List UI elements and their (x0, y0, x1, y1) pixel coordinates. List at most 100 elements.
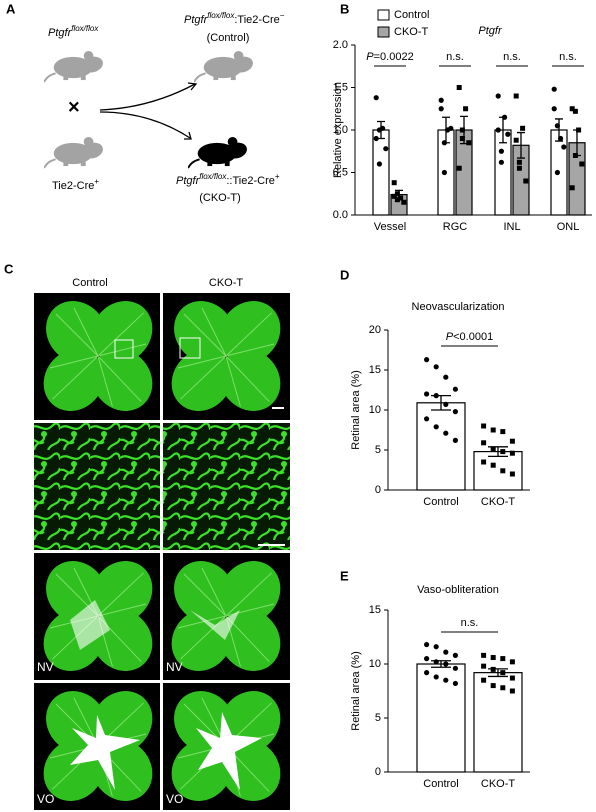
nv-overlay (70, 600, 240, 650)
data-point (498, 159, 504, 165)
data-point (509, 438, 515, 444)
data-point (561, 144, 567, 150)
data-point (500, 468, 506, 474)
data-point (490, 446, 496, 452)
data-point (481, 423, 487, 429)
y-tick-label: 2.0 (333, 39, 348, 51)
bar (372, 129, 390, 216)
y-tick-label: 5 (375, 444, 381, 456)
legend-label: CKO-T (394, 26, 429, 38)
column-label: Control (72, 277, 107, 289)
data-point (498, 148, 504, 154)
p-symbol: P (446, 331, 454, 343)
data-point (516, 159, 522, 165)
data-point (373, 135, 379, 142)
x-tick-label: CKO-T (481, 496, 516, 508)
data-point (495, 93, 501, 99)
chart-title: Neovascularization (412, 301, 505, 313)
data-point (490, 462, 496, 468)
data-point (500, 449, 506, 455)
y-axis-label: Retinal area (%) (350, 370, 362, 449)
x-tick-label: CKO-T (481, 778, 516, 790)
error-bar (499, 116, 507, 144)
y-tick-label: 20 (369, 324, 381, 336)
data-point (456, 165, 462, 171)
data-point (443, 430, 449, 436)
data-point (424, 391, 430, 397)
data-point (391, 180, 397, 186)
error-bar (442, 116, 450, 144)
data-point (433, 424, 439, 430)
error-bar (431, 394, 451, 411)
chart-title: Vaso-obliteration (417, 584, 499, 596)
y-tick-label: 0.0 (333, 209, 348, 221)
y-tick-label: 1.0 (333, 124, 348, 136)
error-bar (555, 118, 563, 142)
data-point (509, 450, 515, 456)
data-point (516, 165, 522, 171)
data-point (481, 459, 487, 465)
micrograph-grid: NV NV VO VO (34, 293, 290, 810)
data-point (490, 427, 496, 433)
data-point (438, 97, 444, 103)
p-text: n.s. (503, 51, 521, 63)
data-point (500, 656, 506, 662)
p-text: n.s. (559, 51, 577, 63)
data-point (394, 191, 400, 197)
data-point (433, 644, 439, 650)
x-tick-label: Control (423, 496, 458, 508)
data-point (569, 185, 575, 191)
y-axis-label: Relative expression (332, 82, 344, 178)
arrow-head (187, 82, 198, 91)
data-point (495, 127, 501, 133)
control-label: (Control) (207, 32, 250, 44)
panel-letter: C (4, 261, 14, 276)
y-tick-label: 1.5 (333, 81, 348, 93)
data-point (481, 663, 487, 669)
chart-title: Ptgfr (478, 25, 503, 37)
control-genotype: Ptgfrflox/flox:Tie2-Cre− (184, 11, 285, 26)
data-point (443, 401, 449, 407)
data-point (500, 429, 506, 435)
panel-letter: E (340, 568, 349, 583)
data-point (579, 161, 585, 167)
data-point (554, 169, 561, 176)
panel-letter: B (340, 1, 349, 16)
y-tick-label: 5 (375, 712, 381, 724)
micrograph (163, 423, 290, 550)
p-text: <0.0001 (453, 331, 493, 343)
bar (473, 672, 523, 773)
mouse-icon (188, 136, 250, 169)
significance-label: P=0.0022 (366, 51, 413, 63)
data-point (572, 108, 578, 114)
parent1-label: Ptgfrflox/flox (48, 24, 99, 39)
panel-letter: A (6, 1, 16, 16)
data-point (551, 86, 557, 92)
data-point (456, 85, 462, 90)
data-point (441, 169, 447, 176)
mouse-icon (194, 50, 256, 83)
bar (416, 402, 466, 491)
data-point (509, 659, 515, 665)
data-point (424, 641, 430, 648)
data-point (424, 670, 430, 676)
y-axis-label: Retinal area (%) (350, 651, 362, 730)
y-tick-label: 0 (375, 484, 381, 496)
data-point (569, 106, 575, 112)
data-point (443, 374, 449, 380)
data-point (459, 127, 465, 133)
vo-region (196, 712, 262, 790)
error-bar (377, 120, 385, 140)
data-point (481, 652, 487, 658)
data-point (520, 125, 526, 131)
data-point (452, 409, 458, 415)
error-bar (488, 446, 508, 458)
y-tick-label: 0 (375, 766, 381, 778)
y-tick-label: 10 (369, 404, 381, 416)
x-tick-label: Vessel (374, 221, 406, 233)
error-bar (517, 131, 525, 159)
data-point (509, 688, 515, 694)
data-point (398, 195, 404, 201)
error-bar (431, 660, 451, 668)
